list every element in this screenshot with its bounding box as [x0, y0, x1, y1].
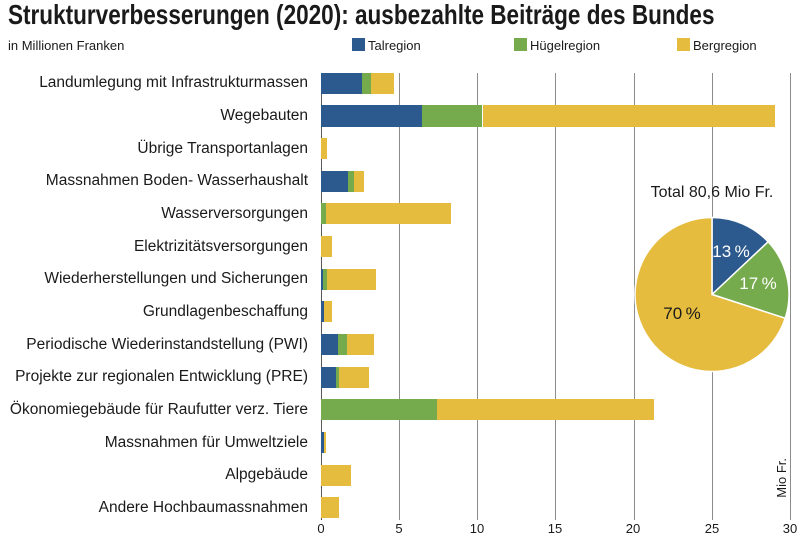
svg-text:13 %: 13 % [712, 242, 749, 261]
svg-text:17 %: 17 % [739, 274, 776, 293]
svg-text:70 %: 70 % [663, 304, 700, 323]
